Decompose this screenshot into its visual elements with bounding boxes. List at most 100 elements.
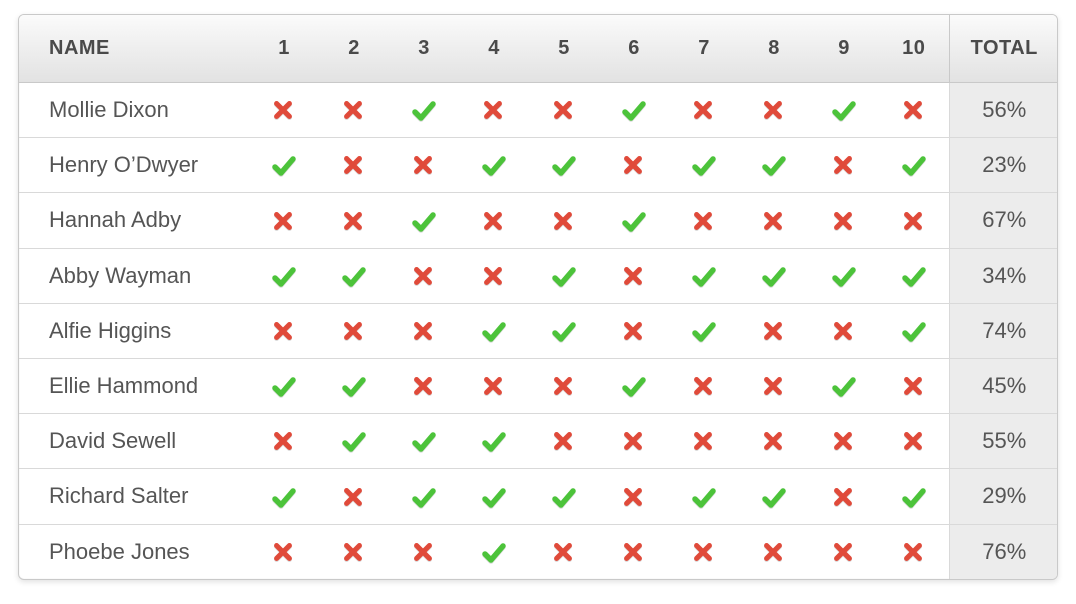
check-icon <box>902 154 926 178</box>
cross-icon <box>342 320 366 344</box>
mark-cell <box>669 138 739 193</box>
header-col-2: 2 <box>319 15 389 83</box>
total-cell: 23% <box>949 138 1058 193</box>
mark-cell <box>529 469 599 524</box>
mark-cell <box>529 138 599 193</box>
total-cell: 56% <box>949 83 1058 138</box>
header-col-10: 10 <box>879 15 949 83</box>
mark-cell <box>879 524 949 579</box>
mark-cell <box>389 303 459 358</box>
cross-icon <box>272 430 296 454</box>
name-cell: David Sewell <box>19 414 249 469</box>
check-icon <box>762 265 786 289</box>
cross-icon <box>412 320 436 344</box>
mark-cell <box>249 248 319 303</box>
header-col-9: 9 <box>809 15 879 83</box>
mark-cell <box>459 193 529 248</box>
cross-icon <box>342 99 366 123</box>
header-row: NAME 1 2 3 4 5 6 7 8 9 10 TOTAL <box>19 15 1058 83</box>
mark-cell <box>529 358 599 413</box>
check-icon <box>832 99 856 123</box>
mark-cell <box>319 469 389 524</box>
cross-icon <box>552 541 576 565</box>
check-icon <box>902 320 926 344</box>
mark-cell <box>319 83 389 138</box>
cross-icon <box>622 154 646 178</box>
total-cell: 74% <box>949 303 1058 358</box>
check-icon <box>762 154 786 178</box>
mark-cell <box>249 138 319 193</box>
mark-cell <box>249 83 319 138</box>
mark-cell <box>389 248 459 303</box>
check-icon <box>552 154 576 178</box>
total-cell: 34% <box>949 248 1058 303</box>
mark-cell <box>249 524 319 579</box>
cross-icon <box>902 210 926 234</box>
check-icon <box>272 375 296 399</box>
mark-cell <box>319 193 389 248</box>
mark-cell <box>879 469 949 524</box>
table-row: Alfie Higgins74% <box>19 303 1058 358</box>
table-row: Hannah Adby67% <box>19 193 1058 248</box>
cross-icon <box>412 154 436 178</box>
cross-icon <box>692 541 716 565</box>
check-icon <box>692 486 716 510</box>
cross-icon <box>272 99 296 123</box>
mark-cell <box>459 358 529 413</box>
cross-icon <box>342 154 366 178</box>
check-icon <box>552 320 576 344</box>
mark-cell <box>669 358 739 413</box>
mark-cell <box>739 193 809 248</box>
mark-cell <box>739 358 809 413</box>
cross-icon <box>622 541 646 565</box>
header-name: NAME <box>19 15 249 83</box>
mark-cell <box>879 193 949 248</box>
cross-icon <box>762 320 786 344</box>
mark-cell <box>809 358 879 413</box>
table-row: Ellie Hammond45% <box>19 358 1058 413</box>
cross-icon <box>342 541 366 565</box>
mark-cell <box>809 469 879 524</box>
check-icon <box>552 486 576 510</box>
header-col-1: 1 <box>249 15 319 83</box>
mark-cell <box>529 193 599 248</box>
mark-cell <box>879 303 949 358</box>
mark-cell <box>599 358 669 413</box>
mark-cell <box>459 248 529 303</box>
check-icon <box>482 430 506 454</box>
cross-icon <box>902 541 926 565</box>
cross-icon <box>412 265 436 289</box>
header-col-8: 8 <box>739 15 809 83</box>
header-col-5: 5 <box>529 15 599 83</box>
check-icon <box>272 265 296 289</box>
mark-cell <box>669 303 739 358</box>
mark-cell <box>809 138 879 193</box>
mark-cell <box>319 303 389 358</box>
check-icon <box>482 154 506 178</box>
cross-icon <box>412 541 436 565</box>
mark-cell <box>529 524 599 579</box>
check-icon <box>342 430 366 454</box>
check-icon <box>272 154 296 178</box>
cross-icon <box>342 486 366 510</box>
check-icon <box>412 99 436 123</box>
header-total: TOTAL <box>949 15 1058 83</box>
cross-icon <box>272 541 296 565</box>
results-table: NAME 1 2 3 4 5 6 7 8 9 10 TOTAL Mollie D… <box>19 15 1058 579</box>
table-row: Henry O’Dwyer23% <box>19 138 1058 193</box>
cross-icon <box>762 375 786 399</box>
cross-icon <box>832 430 856 454</box>
mark-cell <box>599 524 669 579</box>
check-icon <box>622 210 646 234</box>
mark-cell <box>599 248 669 303</box>
check-icon <box>552 265 576 289</box>
check-icon <box>482 486 506 510</box>
cross-icon <box>692 375 716 399</box>
name-cell: Abby Wayman <box>19 248 249 303</box>
cross-icon <box>482 375 506 399</box>
mark-cell <box>809 193 879 248</box>
check-icon <box>412 430 436 454</box>
mark-cell <box>599 193 669 248</box>
cross-icon <box>482 265 506 289</box>
check-icon <box>412 486 436 510</box>
